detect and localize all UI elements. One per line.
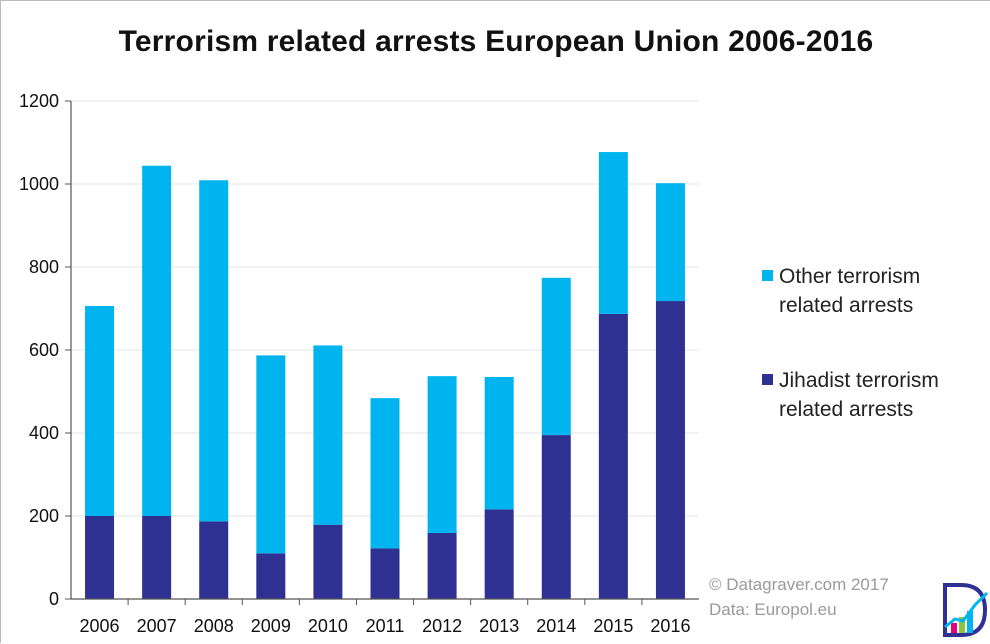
x-tick-label: 2007 — [137, 616, 177, 636]
legend-label-other: related arrests — [779, 294, 913, 317]
bar-other-2015 — [598, 152, 628, 314]
legend-label-jihadist: related arrests — [779, 398, 913, 421]
logo-trend-line — [944, 591, 989, 629]
x-tick-label: 2012 — [422, 616, 462, 636]
y-tick-label: 1000 — [19, 174, 59, 194]
bar-jihadist-2007 — [142, 516, 172, 599]
bar-other-2007 — [142, 165, 172, 517]
credit-line-1: © Datagraver.com 2017 — [709, 575, 889, 594]
legend-swatch-other — [762, 270, 773, 281]
bar-other-2016 — [655, 183, 685, 302]
x-tick-label: 2014 — [536, 616, 576, 636]
legend-label-other: Other terrorism — [779, 265, 920, 288]
bar-jihadist-2009 — [256, 553, 286, 599]
logo-bar-3 — [967, 611, 973, 633]
x-axis-ticks: 2006 2007 2008 2009 2010 2011 2012 2013 2014 2015… — [80, 599, 690, 636]
y-tick-label: 0 — [49, 589, 59, 609]
x-tick-label: 2016 — [650, 616, 690, 636]
bar-other-2012 — [427, 376, 457, 534]
logo-bar-1 — [951, 623, 957, 633]
credit-line-2: Data: Europol.eu — [709, 600, 837, 619]
bar-jihadist-2014 — [541, 435, 571, 599]
bar-jihadist-2013 — [484, 509, 514, 599]
y-tick-label: 800 — [29, 257, 59, 277]
y-tick-label: 1200 — [19, 91, 59, 111]
x-tick-label: 2013 — [479, 616, 519, 636]
y-tick-label: 600 — [29, 340, 59, 360]
legend: Other terrorism related arrests Jihadist t… — [762, 265, 939, 421]
bar-jihadist-2010 — [313, 524, 343, 599]
y-tick-label: 200 — [29, 506, 59, 526]
bar-other-2009 — [256, 355, 286, 554]
bar-other-2008 — [199, 180, 229, 522]
logo-d-shape — [943, 583, 988, 637]
bar-jihadist-2015 — [598, 313, 628, 599]
legend-label-jihadist: Jihadist terrorism — [779, 369, 939, 392]
bar-other-2010 — [313, 345, 343, 525]
bars — [85, 152, 685, 599]
x-tick-label: 2010 — [308, 616, 348, 636]
bar-jihadist-2008 — [199, 521, 229, 599]
x-tick-label: 2008 — [194, 616, 234, 636]
x-tick-label: 2009 — [251, 616, 291, 636]
bar-other-2006 — [85, 306, 115, 516]
legend-swatch-jihadist — [762, 374, 773, 385]
bar-other-2014 — [541, 277, 571, 436]
bar-jihadist-2006 — [85, 516, 115, 599]
bar-jihadist-2011 — [370, 548, 400, 599]
y-axis-ticks: 0 200 400 600 800 1000 1200 — [19, 91, 71, 609]
y-tick-label: 400 — [29, 423, 59, 443]
axes — [70, 101, 699, 600]
x-tick-label: 2011 — [366, 616, 405, 636]
credits: © Datagraver.com 2017 Data: Europol.eu — [709, 575, 889, 619]
logo-bar-2 — [959, 617, 965, 633]
x-tick-label: 2015 — [593, 616, 633, 636]
bar-jihadist-2012 — [427, 533, 457, 599]
x-tick-label: 2006 — [80, 616, 120, 636]
bar-other-2013 — [484, 376, 514, 510]
bar-jihadist-2016 — [655, 301, 685, 599]
bar-other-2011 — [370, 398, 400, 549]
datagraver-logo-icon — [943, 583, 989, 637]
chart-title: Terrorism related arrests European Union… — [118, 25, 874, 58]
